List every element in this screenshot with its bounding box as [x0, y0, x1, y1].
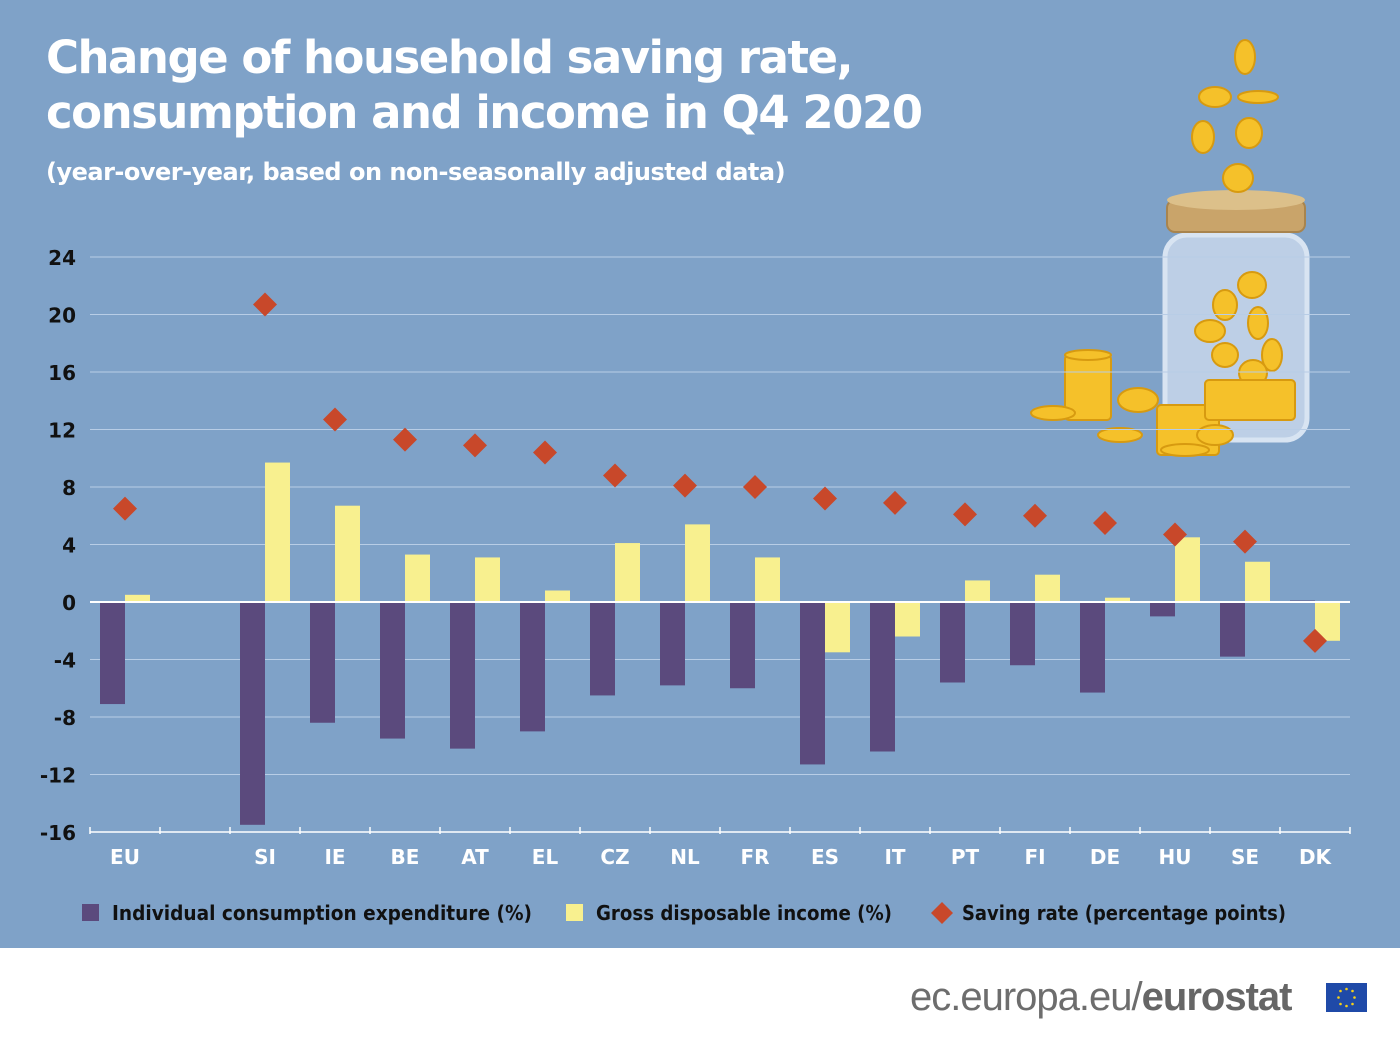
y-tick-label: -16 — [40, 821, 76, 845]
saving-marker-HU — [1163, 522, 1187, 547]
saving-marker-NL — [673, 473, 697, 498]
saving-marker-EL — [533, 440, 557, 465]
legend-label: Individual consumption expenditure (%) — [112, 901, 532, 925]
bar-income-NL — [685, 524, 710, 602]
y-tick-label: 12 — [48, 419, 76, 443]
x-tick-label: AT — [461, 845, 489, 869]
footer-site: ec.europa.eu/ — [910, 975, 1143, 1019]
bar-income-DE — [1105, 597, 1130, 602]
saving-marker-DK — [1303, 628, 1327, 653]
x-tick-label: IE — [324, 845, 345, 869]
x-tick-label: IT — [884, 845, 905, 869]
saving-marker-EU — [113, 496, 137, 521]
y-tick-label: 20 — [48, 304, 76, 328]
bar-consumption-AT — [450, 602, 475, 749]
y-tick-label: 4 — [62, 534, 76, 558]
y-tick-label: 16 — [48, 361, 76, 385]
eu-flag-logo — [1326, 983, 1367, 1012]
bar-income-EL — [545, 590, 570, 602]
saving-marker-ES — [813, 486, 837, 511]
bar-income-IT — [895, 602, 920, 637]
chart-plot: 24 20 16 12 8 4 0 -4 -8 -12 -16 EU SI IE BE AT EL CZ NL FR E… — [40, 246, 1351, 925]
x-tick-label: NL — [670, 845, 700, 869]
x-tick-label: SI — [254, 845, 276, 869]
saving-marker-IE — [323, 407, 347, 432]
bar-consumption-PT — [940, 602, 965, 683]
bar-consumption-NL — [660, 602, 685, 686]
legend-swatch — [566, 904, 583, 921]
y-tick-label: -8 — [54, 706, 76, 730]
x-tick-label: DE — [1090, 845, 1120, 869]
saving-marker-BE — [393, 427, 417, 452]
y-tick-label: -12 — [40, 764, 76, 788]
x-tick-label: EU — [110, 845, 140, 869]
footer-brand: eurostat — [1141, 975, 1293, 1019]
saving-marker-IT — [883, 490, 907, 515]
saving-marker-AT — [463, 433, 487, 458]
x-tick-label: ES — [811, 845, 839, 869]
saving-marker-SE — [1233, 529, 1257, 554]
bar-income-IE — [335, 505, 360, 602]
bar-income-EU — [125, 594, 150, 602]
bar-consumption-DE — [1080, 602, 1105, 693]
legend-label: Gross disposable income (%) — [596, 901, 892, 925]
x-tick-label: BE — [391, 845, 420, 869]
bar-consumption-EL — [520, 602, 545, 732]
y-tick-label: 24 — [48, 246, 76, 270]
bar-consumption-ES — [800, 602, 825, 765]
bar-income-PT — [965, 580, 990, 602]
bar-consumption-SE — [1220, 602, 1245, 657]
coin-jar-illustration — [1030, 39, 1310, 457]
y-tick-label: 0 — [62, 591, 76, 615]
legend-label: Saving rate (percentage points) — [962, 901, 1286, 925]
x-tick-label: SE — [1231, 845, 1259, 869]
bar-income-AT — [475, 557, 500, 602]
saving-marker-CZ — [603, 463, 627, 488]
bar-consumption-CZ — [590, 602, 615, 696]
footer-url[interactable]: ec.europa.eu/eurostat — [910, 975, 1293, 1020]
bar-consumption-BE — [380, 602, 405, 739]
bar-consumption-SI — [240, 602, 265, 825]
bar-income-CZ — [615, 543, 640, 602]
bar-consumption-EU — [100, 602, 125, 705]
legend-swatch — [82, 904, 99, 921]
bar-consumption-HU — [1150, 602, 1175, 617]
x-tick-label: FI — [1024, 845, 1045, 869]
bar-consumption-IT — [870, 602, 895, 752]
bar-income-BE — [405, 554, 430, 602]
bar-income-FI — [1035, 574, 1060, 602]
saving-marker-FR — [743, 475, 767, 499]
saving-marker-SI — [253, 292, 277, 317]
x-tick-label: CZ — [600, 845, 629, 869]
saving-marker-DE — [1093, 510, 1117, 535]
saving-marker-FI — [1023, 503, 1047, 528]
y-tick-label: 8 — [62, 476, 76, 500]
bar-consumption-FR — [730, 602, 755, 689]
bar-income-SI — [265, 462, 290, 602]
legend-swatch — [931, 902, 953, 924]
bar-income-ES — [825, 602, 850, 653]
x-tick-label: FR — [740, 845, 769, 869]
chart-panel — [0, 0, 1400, 948]
bar-income-SE — [1245, 561, 1270, 602]
chart-subtitle: (year-over-year, based on non-seasonally… — [46, 158, 786, 186]
bar-income-HU — [1175, 537, 1200, 602]
bar-consumption-FI — [1010, 602, 1035, 666]
x-tick-label: PT — [951, 845, 980, 869]
y-tick-label: -4 — [54, 649, 76, 673]
x-tick-label: EL — [532, 845, 559, 869]
bar-consumption-IE — [310, 602, 335, 723]
saving-marker-PT — [953, 502, 977, 527]
x-tick-label: HU — [1159, 845, 1192, 869]
x-tick-label: DK — [1299, 845, 1333, 869]
chart-title: Change of household saving rate, consump… — [46, 31, 923, 139]
bar-income-FR — [755, 557, 780, 602]
